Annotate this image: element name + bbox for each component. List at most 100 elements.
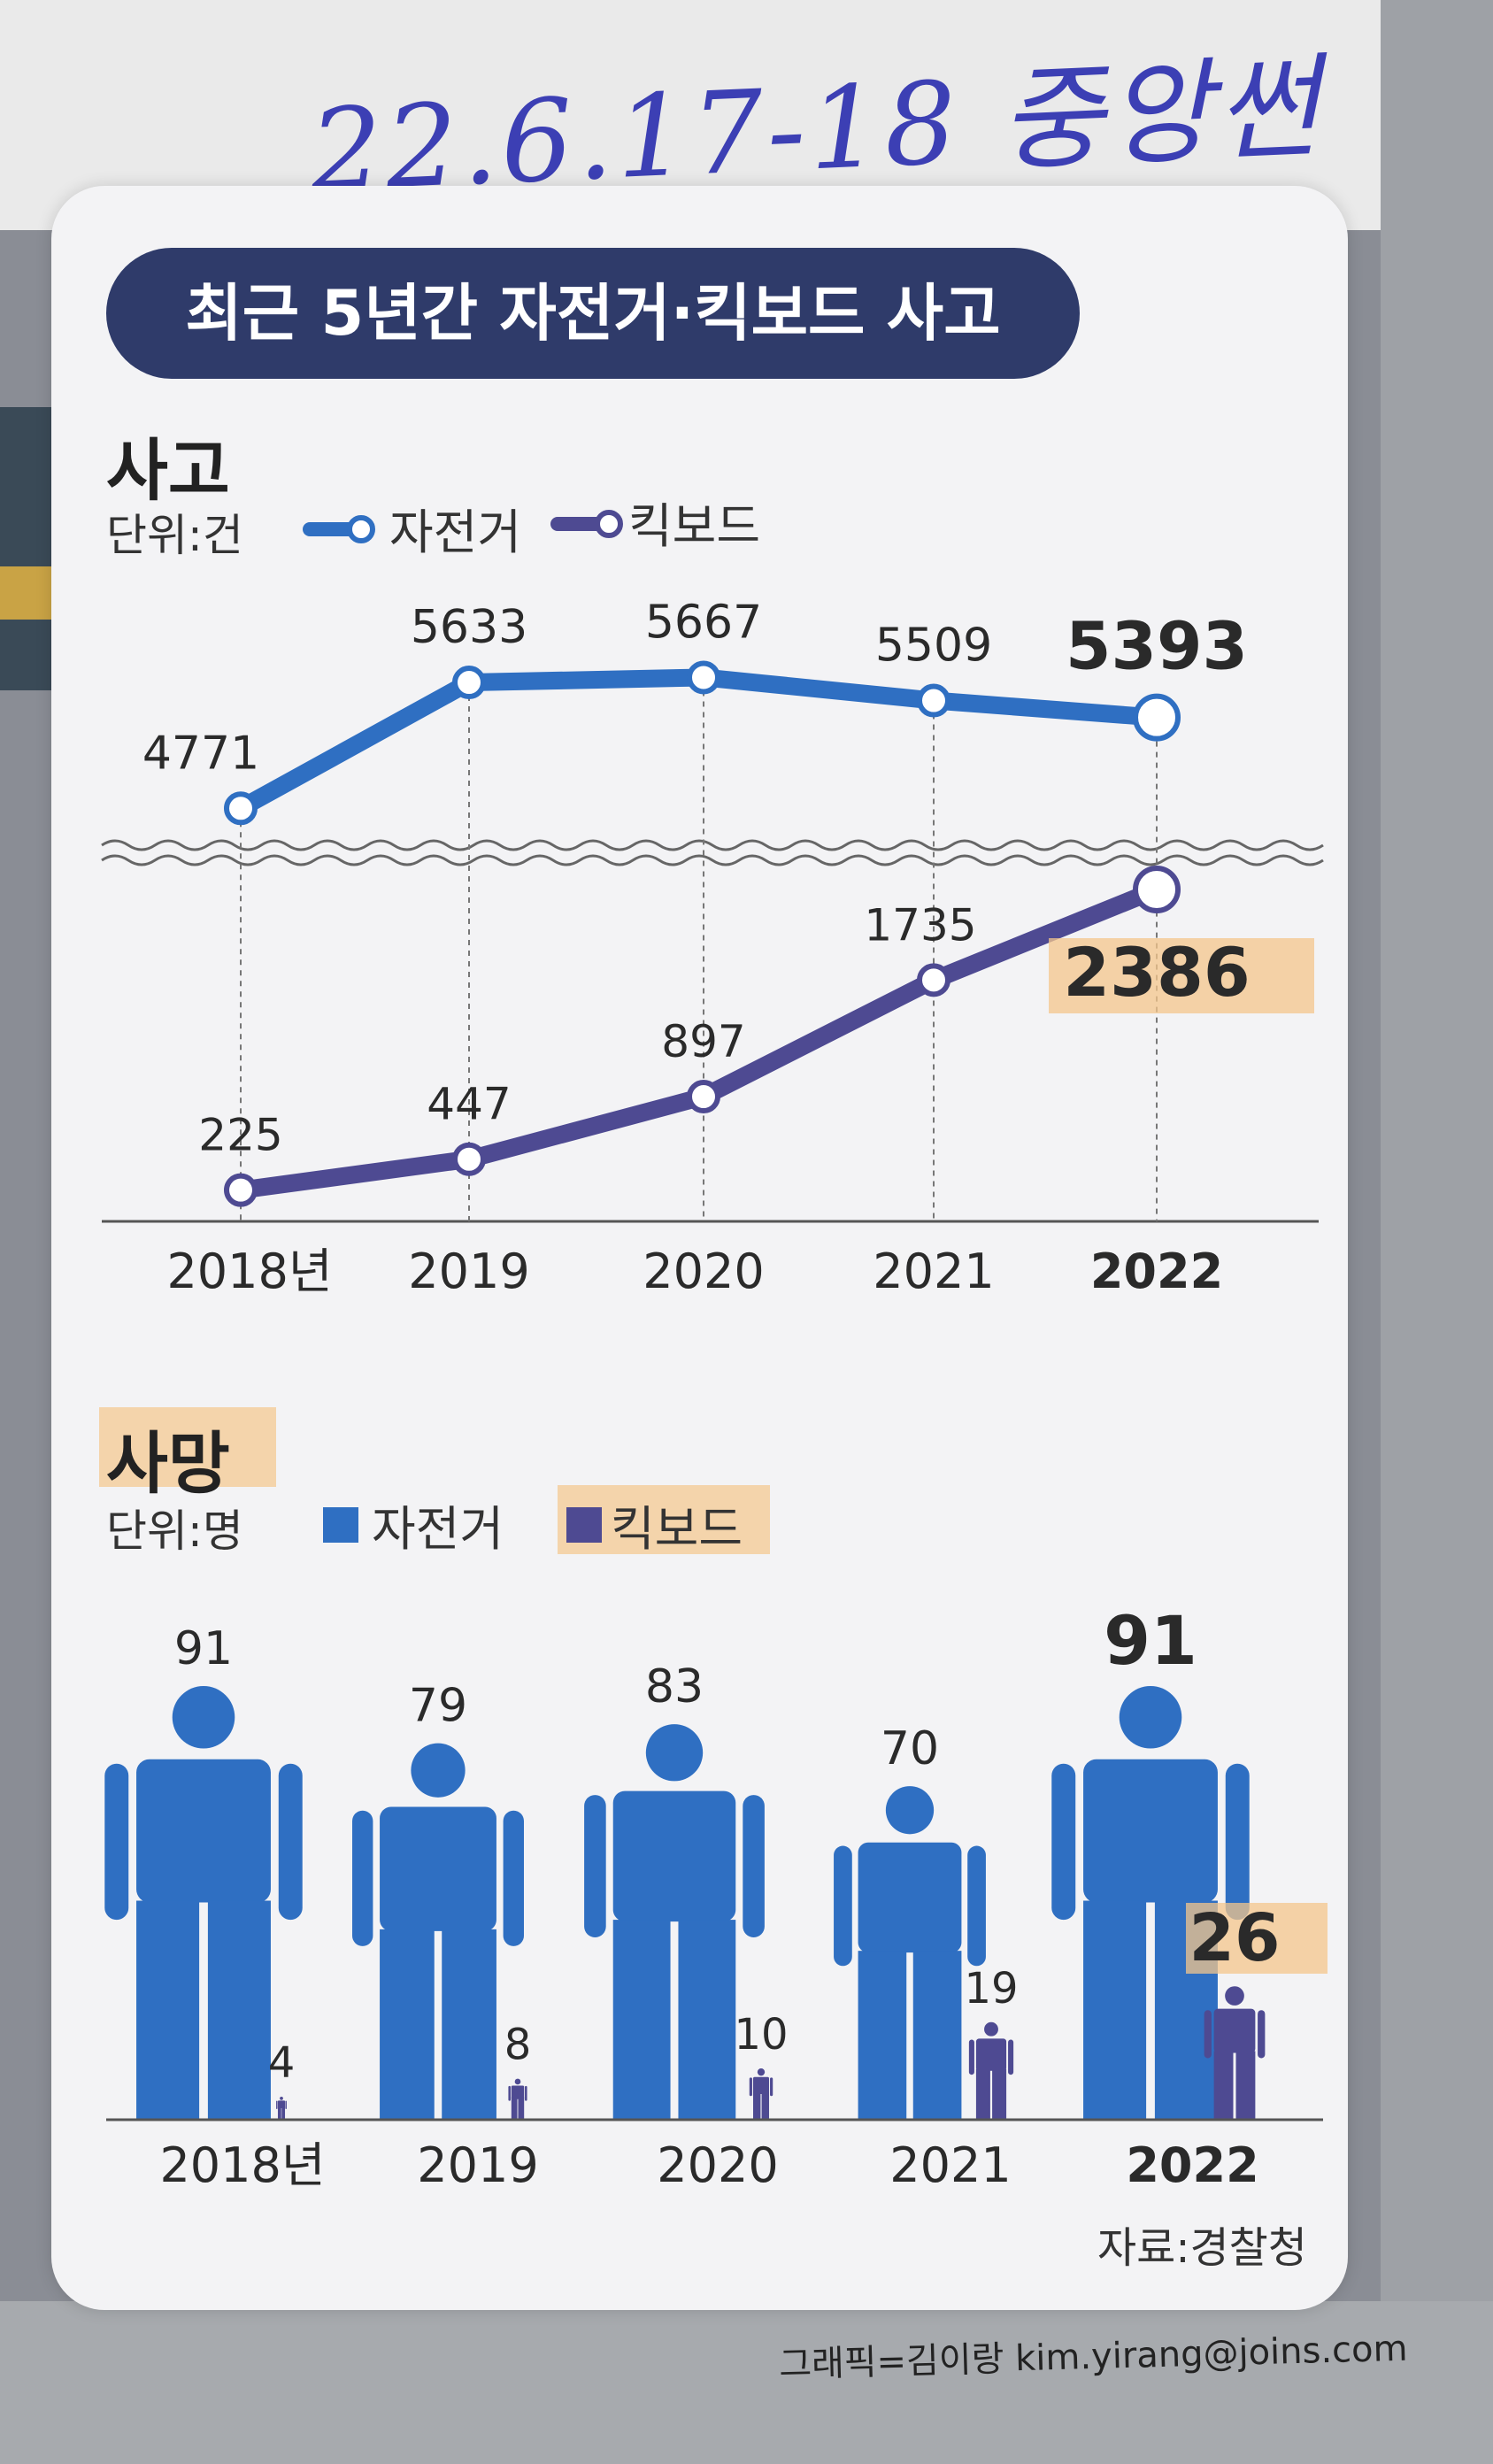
kickboard-death-person-2-head [757,2068,766,2076]
bicycle-accident-point-4 [1133,693,1181,742]
bicycle-accident-value-4: 5393 [1066,609,1248,685]
kickboard-death-person-2-leg-left [753,2091,761,2120]
kickboard-death-person-3-leg-left [975,2068,990,2120]
kickboard-death-person-3-arm-right [1008,2039,1014,2075]
bicycle-death-person-3-leg-left [858,1951,907,2120]
bicycle-death-person-3-arm-left [834,1845,852,1967]
kickboard-accident-value-0: 225 [198,1110,282,1161]
death-legend-kickboard-swatch [566,1507,602,1543]
bicycle-death-person-0-leg-right [207,1900,271,2120]
kickboard-accident-value-3: 1735 [864,899,976,951]
kickboard-death-person-4-leg-right [1235,2051,1256,2120]
bicycle-death-person-1-head [411,1743,466,1798]
kickboard-accident-point-2 [687,1080,720,1114]
kickboard-death-value-0: 4 [268,2038,296,2088]
death-x-tick-0: 2018년 [159,2137,325,2193]
kickboard-death-person-1-leg-right [518,2097,525,2120]
accident-legend-bicycle-marker [347,515,375,543]
death-x-tick-1: 2019 [417,2137,538,2193]
bicycle-accident-point-3 [917,683,950,718]
bicycle-death-person-4-leg-left [1083,1900,1147,2120]
bicycle-death-person-0-arm-left [104,1763,129,1921]
death-legend-bicycle-label: 자전거 [372,1501,504,1557]
kickboard-death-value-1: 8 [504,2021,532,2070]
axis-break-upper [101,839,1324,851]
kickboard-death-person-1-arm-right [525,2085,527,2101]
bicycle-death-person-1-arm-right [503,1810,524,1946]
bicycle-death-person-2-arm-right [743,1795,765,1937]
kickboard-death-person-2-leg-right [761,2091,769,2120]
kickboard-death-person-1-leg-left [511,2097,518,2120]
kickboard-death-person-3-torso [975,2038,1007,2071]
accident-section-title: 사고 [106,431,230,510]
kickboard-accident-value-4: 2386 [1063,933,1251,1012]
kickboard-death-person-0-arm-right [285,2100,287,2110]
bicycle-death-person-0 [104,1686,303,2120]
bicycle-death-person-4-arm-right [1225,1763,1250,1921]
kickboard-death-person-2-arm-left [749,2077,752,2097]
bicycle-death-person-3-head [885,1786,935,1835]
bicycle-death-person-2-leg-left [612,1920,671,2120]
kickboard-accident-value-1: 447 [427,1079,511,1130]
bicycle-death-person-0-torso [136,1759,271,1903]
bicycle-death-value-2: 83 [645,1660,704,1713]
bicycle-death-person-1-leg-right [442,1929,496,2120]
bicycle-death-person-2-arm-left [584,1795,606,1937]
death-x-tick-4: 2022 [1126,2137,1258,2193]
bicycle-accident-value-2: 5667 [645,596,762,649]
kickboard-accident-point-3 [917,963,950,997]
death-legend-kickboard-label: 킥보드 [611,1501,743,1557]
bicycle-death-person-1-torso [380,1806,496,1931]
axis-break-lower [101,854,1324,866]
kickboard-death-person-0-leg-left [277,2106,281,2120]
kickboard-death-2022-highlight [1186,1903,1328,1974]
bicycle-death-person-3-leg-right [912,1951,962,2120]
bicycle-accident-value-3: 5509 [875,620,992,673]
kickboard-death-person-0-head [280,2097,283,2100]
bicycle-death-person-2 [584,1724,765,2120]
bicycle-death-value-0: 91 [174,1622,233,1675]
bicycle-death-person-2-leg-right [678,1920,736,2120]
kickboard-accident-point-1 [452,1142,486,1176]
kickboard-death-person-0-leg-right [281,2106,286,2120]
kickboard-death-person-2-arm-right [770,2077,773,2097]
bicycle-accident-point-2 [687,660,720,695]
kickboard-death-person-1 [508,2078,527,2120]
kickboard-death-person-3-arm-left [968,2039,974,2075]
kickboard-death-value-2: 10 [734,2010,788,2060]
kickboard-death-person-4-head [1225,1986,1244,2006]
accident-x-tick-4: 2022 [1090,1244,1223,1299]
infographic-title: 최근 5년간 자전거·킥보드 사고 [106,248,1080,379]
accident-legend-kickboard-label: 킥보드 [628,498,761,554]
accident-x-tick-0: 2018년 [166,1244,332,1299]
kickboard-accident-point-4 [1133,866,1181,913]
kickboard-accident-point-0 [224,1173,258,1207]
bicycle-death-person-3-arm-right [967,1845,986,1967]
source-note: 자료:경찰청 [1097,2223,1307,2273]
accident-x-tick-3: 2021 [873,1244,994,1299]
bicycle-accident-point-0 [224,791,258,826]
bicycle-death-person-0-arm-right [278,1763,303,1921]
bicycle-death-person-4 [1051,1686,1250,2120]
kickboard-death-person-4-arm-left [1204,2010,1212,2059]
bicycle-death-person-2-head [645,1724,704,1782]
kickboard-2022-highlight [1049,938,1314,1013]
bicycle-death-value-4: 91 [1104,1601,1197,1680]
bicycle-death-person-2-torso [612,1790,736,1922]
death-x-tick-3: 2021 [889,2137,1011,2193]
kickboard-death-person-3-head [984,2021,998,2037]
accident-x-tick-1: 2019 [408,1244,529,1299]
accident-unit: 단위:건 [106,510,243,561]
kickboard-death-person-3 [968,2021,1014,2120]
bicycle-death-person-3 [834,1786,986,2120]
bicycle-death-person-4-head [1119,1686,1182,1749]
death-unit: 단위:명 [106,1505,243,1557]
kickboard-death-person-3-leg-right [992,2068,1007,2120]
accident-x-tick-2: 2020 [643,1244,764,1299]
bicycle-accident-value-1: 5633 [411,601,527,654]
death-section-title: 사망 [106,1424,230,1503]
bicycle-death-value-3: 70 [881,1722,939,1775]
death-x-tick-2: 2020 [657,2137,778,2193]
kickboard-death-person-0 [276,2097,287,2120]
